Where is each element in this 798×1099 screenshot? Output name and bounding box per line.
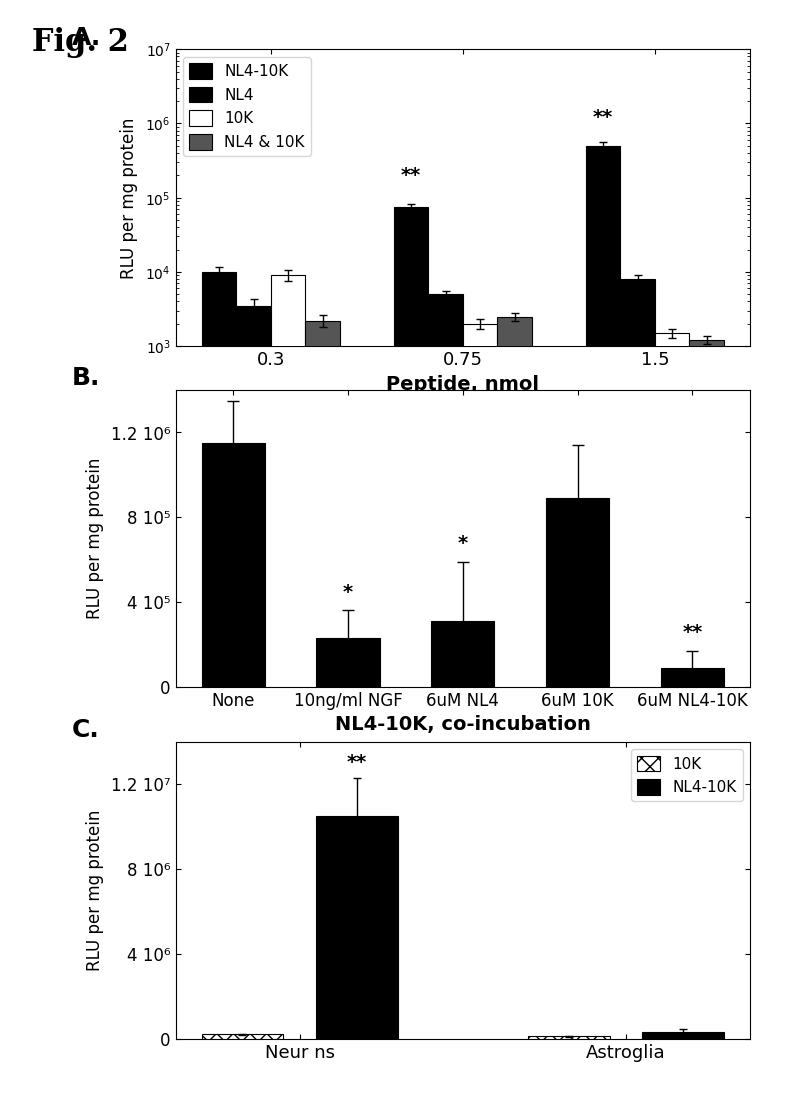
- X-axis label: NL4-10K, co-incubation: NL4-10K, co-incubation: [335, 715, 591, 734]
- Bar: [306, 321, 340, 1099]
- Bar: [393, 207, 429, 1099]
- Text: **: **: [593, 108, 613, 127]
- Bar: [202, 273, 236, 1099]
- Bar: [661, 668, 724, 687]
- Bar: [689, 341, 724, 1099]
- Text: *: *: [458, 534, 468, 554]
- Y-axis label: RLU per mg protein: RLU per mg protein: [86, 810, 105, 970]
- Y-axis label: RLU per mg protein: RLU per mg protein: [86, 458, 105, 619]
- Legend: NL4-10K, NL4, 10K, NL4 & 10K: NL4-10K, NL4, 10K, NL4 & 10K: [184, 57, 311, 156]
- Text: **: **: [346, 753, 367, 771]
- Bar: [317, 639, 380, 687]
- Text: *: *: [343, 584, 353, 602]
- Text: **: **: [401, 166, 421, 185]
- Text: C.: C.: [72, 718, 100, 742]
- Bar: [202, 1034, 283, 1039]
- Bar: [586, 146, 620, 1099]
- Bar: [236, 306, 271, 1099]
- Text: B.: B.: [72, 366, 101, 390]
- Bar: [497, 317, 532, 1099]
- Y-axis label: RLU per mg protein: RLU per mg protein: [120, 118, 138, 278]
- Bar: [655, 333, 689, 1099]
- Bar: [528, 1036, 610, 1039]
- X-axis label: Peptide, nmol: Peptide, nmol: [386, 375, 539, 393]
- Text: **: **: [682, 623, 702, 642]
- Bar: [316, 815, 397, 1039]
- Bar: [546, 498, 609, 687]
- Bar: [463, 324, 497, 1099]
- Text: A.: A.: [72, 25, 101, 49]
- Bar: [202, 443, 265, 687]
- Bar: [271, 276, 306, 1099]
- Bar: [642, 1032, 724, 1039]
- Bar: [620, 279, 655, 1099]
- Legend: 10K, NL4-10K: 10K, NL4-10K: [631, 750, 742, 801]
- Text: Fig. 2: Fig. 2: [32, 27, 128, 58]
- Bar: [431, 621, 495, 687]
- Bar: [429, 295, 463, 1099]
